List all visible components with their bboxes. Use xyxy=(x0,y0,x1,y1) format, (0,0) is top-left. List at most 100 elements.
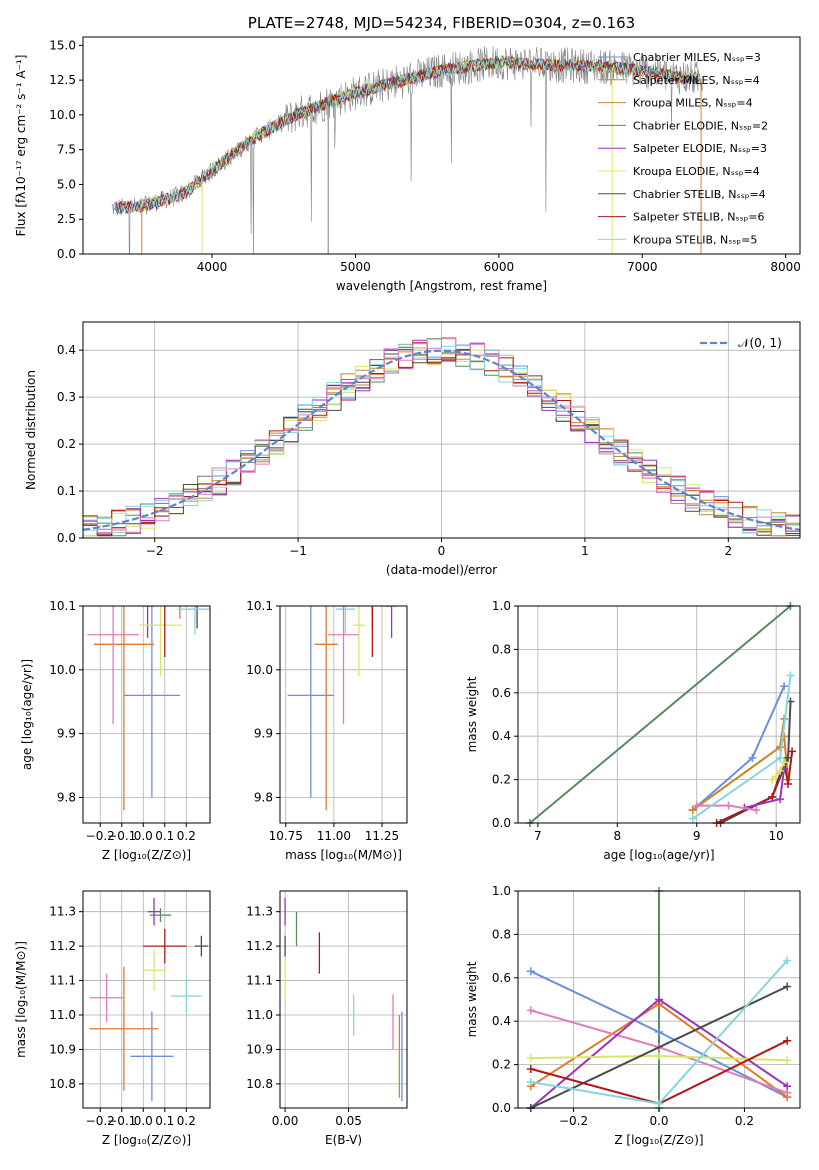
age_vs_Z-xtick-label: 0.2 xyxy=(177,829,196,843)
weight_vs_age-ytick-label: 0.2 xyxy=(492,773,511,787)
mass_vs_Z-ytick-label: 10.9 xyxy=(49,1042,76,1056)
mass_vs_ebv-ytick-label: 11.2 xyxy=(246,939,273,953)
age_vs_mass-xtick-label: 11.00 xyxy=(317,829,351,843)
spectrum-legend-label: Salpeter MILES, Nₛₛₚ=4 xyxy=(633,74,760,87)
spectrum-model-line-kroupa_stelib xyxy=(117,55,700,215)
residuals-ytick-label: 0.2 xyxy=(57,437,76,451)
residuals-histogram-chabrier_stelib xyxy=(83,349,800,536)
weight_vs_Z-xtick-label: −0.2 xyxy=(559,1114,588,1128)
spectrum-xtick-label: 8000 xyxy=(770,260,801,274)
mass_vs_Z-frame xyxy=(82,890,211,1109)
spectrum-ytick-label: 7.5 xyxy=(57,143,76,157)
spectrum-legend-label: Chabrier ELODIE, Nₛₛₚ=2 xyxy=(633,119,768,132)
mass_vs_Z-xtick-label: 0.2 xyxy=(177,1114,196,1128)
spectrum-ytick-label: 5.0 xyxy=(57,177,76,191)
weight_vs_Z-series-marker xyxy=(783,1056,792,1065)
weight_vs_age-series-marker xyxy=(724,801,733,810)
weight_vs_age-series-line-chabrier_elodie xyxy=(529,606,792,823)
weight_vs_age-xtick-label: 9 xyxy=(693,829,701,843)
residuals-ytick-label: 0.3 xyxy=(57,390,76,404)
spectrum-xtick-label: 4000 xyxy=(197,260,228,274)
weight_vs_Z-series-marker xyxy=(655,995,663,1004)
weight_vs_age-xtick-label: 8 xyxy=(613,829,621,843)
spectrum-xtick-label: 5000 xyxy=(340,260,371,274)
residuals-legend-label: 𝒩(0, 1) xyxy=(738,336,782,350)
spectrum-legend-label: Kroupa STELIB, Nₛₛₚ=5 xyxy=(633,233,757,246)
weight_vs_Z-series-marker xyxy=(783,982,792,991)
mass_vs_Z-ylabel: mass [log₁₀(M/M⊙)] xyxy=(14,941,28,1058)
weight_vs_Z-series-marker xyxy=(655,1028,663,1037)
weight_vs_Z-ytick-label: 0.0 xyxy=(492,1101,511,1115)
spectrum-xlabel: wavelength [Angstrom, rest frame] xyxy=(336,279,547,293)
residuals-xtick-label: −2 xyxy=(146,544,164,558)
age_vs_Z-xtick-label: 0.1 xyxy=(155,829,174,843)
age_vs_mass-xtick-label: 11.25 xyxy=(365,829,399,843)
weight_vs_Z-series-marker xyxy=(783,1082,792,1091)
weight_vs_age-series-marker xyxy=(776,795,785,804)
weight_vs_age-xlabel: age [log₁₀(age/yr)] xyxy=(603,848,714,862)
residuals-xlabel: (data-model)/error xyxy=(386,563,497,577)
mass_vs_Z-ytick-label: 11.3 xyxy=(49,905,76,919)
weight_vs_age-frame xyxy=(517,605,801,824)
age_vs_Z-ytick-label: 10.1 xyxy=(49,599,76,613)
weight_vs_age-series-marker xyxy=(752,805,761,814)
weight_vs_age-series-line-salpeter_elodie xyxy=(744,768,786,809)
residuals-ytick-label: 0.1 xyxy=(57,484,76,498)
mass_vs_ebv-ytick-label: 11.0 xyxy=(246,1008,273,1022)
mass_vs_ebv-frame xyxy=(279,890,408,1109)
mass_vs_ebv-xtick-label: 0.05 xyxy=(335,1114,362,1128)
spectrum-observed-line xyxy=(111,46,703,254)
spectrum-ytick-label: 12.5 xyxy=(49,73,76,87)
age_vs_mass-ytick-label: 9.9 xyxy=(254,727,273,741)
spectrum-title: PLATE=2748, MJD=54234, FIBERID=0304, z=0… xyxy=(248,14,635,32)
spectrum-frame xyxy=(82,36,801,255)
weight_vs_Z-xlabel: Z [log₁₀(Z/Z⊙)] xyxy=(614,1133,703,1147)
residuals-xtick-label: −1 xyxy=(289,544,307,558)
mass_vs_ebv-ytick-label: 11.1 xyxy=(246,974,273,988)
weight_vs_age-series-marker xyxy=(776,766,785,775)
weight_vs_age-series-marker xyxy=(748,753,757,762)
residuals-ylabel: Normed distribution xyxy=(24,370,38,490)
weight_vs_Z-series-marker xyxy=(783,956,792,965)
weight_vs_age-ytick-label: 0.8 xyxy=(492,642,511,656)
residuals-xtick-label: 0 xyxy=(438,544,446,558)
spectrum-ytick-label: 0.0 xyxy=(57,247,76,261)
weight_vs_Z-xtick-label: 0.0 xyxy=(649,1114,668,1128)
weight_vs_age-ytick-label: 0.4 xyxy=(492,729,511,743)
spectrum-model-line-chabrier_stelib xyxy=(116,56,700,214)
spectrum-legend-label: Salpeter ELODIE, Nₛₛₚ=3 xyxy=(633,142,767,155)
spectrum-xtick-label: 6000 xyxy=(484,260,515,274)
weight_vs_Z-ytick-label: 0.4 xyxy=(492,1014,511,1028)
weight_vs_age-xtick-label: 10 xyxy=(769,829,784,843)
weight_vs_age-ytick-label: 1.0 xyxy=(492,599,511,613)
age_vs_mass-xlabel: mass [log₁₀(M/M⊙)] xyxy=(285,848,402,862)
age_vs_mass-xtick-label: 10.75 xyxy=(269,829,303,843)
spectrum-xtick-label: 7000 xyxy=(627,260,658,274)
spectrum-ylabel: Flux [fλ10⁻¹⁷ erg cm⁻² s⁻¹ A⁻¹] xyxy=(14,55,28,237)
age_vs_Z-ytick-label: 9.8 xyxy=(57,790,76,804)
weight_vs_Z-series-marker xyxy=(783,1036,792,1045)
mass_vs_Z-xtick-label: 0.0 xyxy=(134,1114,153,1128)
mass_vs_ebv-xtick-label: 0.00 xyxy=(272,1114,299,1128)
mass_vs_Z-ytick-label: 11.0 xyxy=(49,1008,76,1022)
spectrum-legend-label: Salpeter STELIB, Nₛₛₚ=6 xyxy=(633,211,765,224)
spectrum-ytick-label: 15.0 xyxy=(49,38,76,52)
spectrum-ytick-label: 2.5 xyxy=(57,212,76,226)
weight_vs_age-series-marker xyxy=(688,814,697,823)
weight_vs_Z-series-marker xyxy=(655,1099,663,1108)
weight_vs_age-series-line-chabrier_miles xyxy=(692,685,786,811)
weight_vs_age-series-marker xyxy=(780,682,789,691)
weight_vs_Z-series-marker xyxy=(526,1006,535,1015)
weight_vs_Z-series-marker xyxy=(526,1077,535,1086)
mass_vs_Z-xlabel: Z [log₁₀(Z/Z⊙)] xyxy=(102,1133,191,1147)
weight_vs_Z-series-marker xyxy=(526,1064,535,1073)
age_vs_Z-ylabel: age [log₁₀(age/yr)] xyxy=(20,659,34,770)
age_vs_Z-frame xyxy=(82,605,211,824)
weight_vs_age-series-marker xyxy=(768,792,777,801)
weight_vs_age-xtick-label: 7 xyxy=(534,829,542,843)
age_vs_mass-ytick-label: 9.8 xyxy=(254,790,273,804)
weight_vs_age-series-marker xyxy=(786,671,795,680)
weight_vs_age-series-marker xyxy=(788,747,797,756)
residuals-histogram-pink xyxy=(83,338,800,537)
